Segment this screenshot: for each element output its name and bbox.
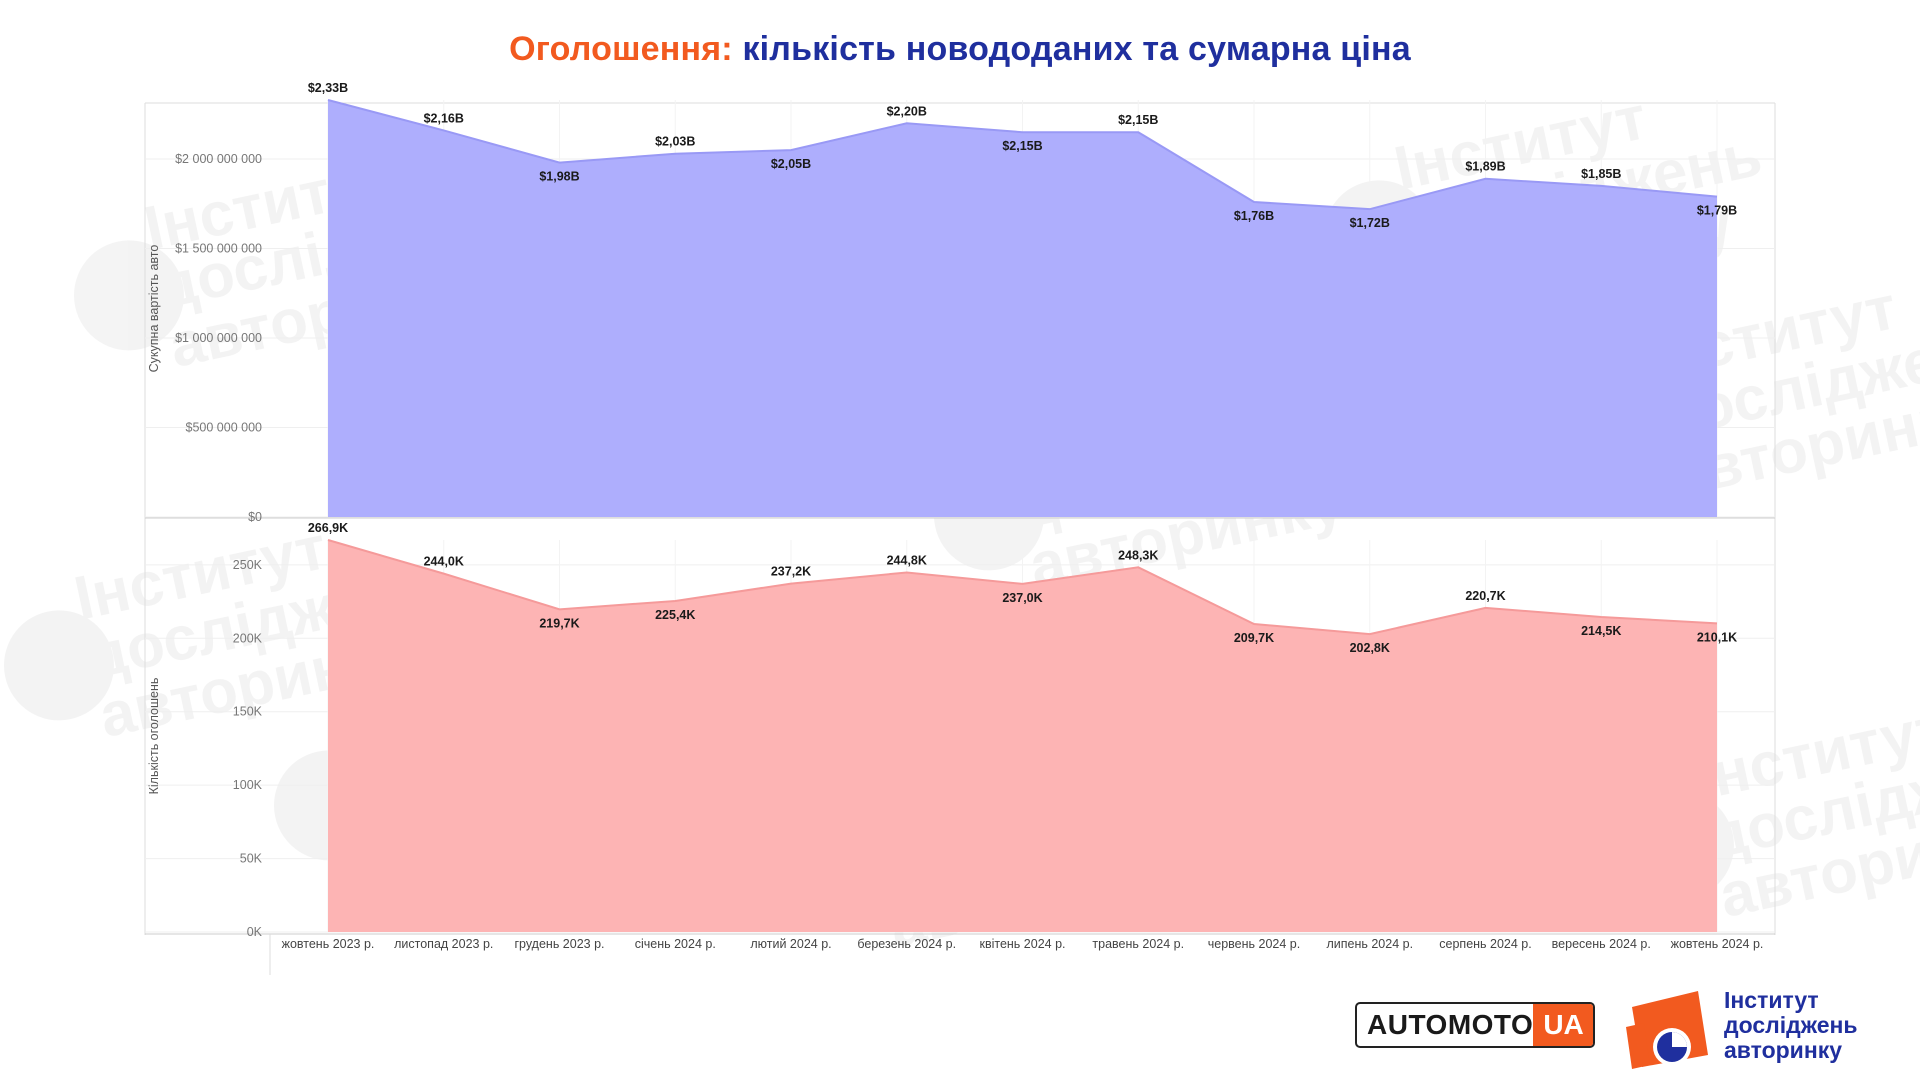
panel-listing-count: 0K 50K 100K 150K 200K 250K 266,9K 244,0K 219,7K 2… <box>145 521 1775 939</box>
x-tick-label: грудень 2023 р. <box>514 937 604 951</box>
data-label: 237,2K <box>771 565 811 579</box>
data-label: 244,0K <box>424 555 464 569</box>
data-label: 210,1K <box>1697 630 1737 644</box>
x-tick-label: серпень 2024 р. <box>1439 937 1531 951</box>
data-label: $2,16B <box>424 111 464 125</box>
y-tick-label: 100K <box>233 778 263 792</box>
data-label: $1,98B <box>539 170 579 184</box>
x-tick-label: листопад 2023 р. <box>394 937 493 951</box>
data-label: $2,33B <box>308 81 348 95</box>
x-tick-label: квітень 2024 р. <box>979 937 1065 951</box>
institute-logo-line-2: досліджень <box>1724 1012 1858 1038</box>
y-tick-label: 0K <box>247 925 263 939</box>
data-label: 219,7K <box>539 616 579 630</box>
data-label: 266,9K <box>308 521 348 535</box>
data-label: 220,7K <box>1465 589 1505 603</box>
automoto-logo-ua: UA <box>1533 1004 1593 1046</box>
y-tick-label: $0 <box>248 510 262 524</box>
area-series <box>328 100 1717 517</box>
data-label: 237,0K <box>1002 591 1042 605</box>
data-label: 244,8K <box>887 553 927 567</box>
data-label: $1,89B <box>1465 160 1505 174</box>
area-series-line <box>327 99 1718 211</box>
panel-total-value: $0 $500 000 000 $1 000 000 000 $1 500 000 0… <box>145 81 1775 524</box>
chart-title: Оголошення: кількість новододаних та сум… <box>0 30 1920 69</box>
x-tick-label: вересень 2024 р. <box>1552 937 1651 951</box>
data-label: $2,15B <box>1118 113 1158 127</box>
data-label: $2,05B <box>771 157 811 171</box>
data-label: $1,85B <box>1581 167 1621 181</box>
data-label: 209,7K <box>1234 631 1274 645</box>
x-tick-label: січень 2024 р. <box>635 937 716 951</box>
y-axis-label: Кількість оголошень <box>147 678 161 795</box>
data-label: 248,3K <box>1118 548 1158 562</box>
chart-frame <box>144 102 1776 975</box>
y-tick-label: 150K <box>233 705 263 719</box>
data-label: $1,72B <box>1350 216 1390 230</box>
y-tick-label: 50K <box>240 852 263 866</box>
automoto-logo-text: AUTOMOTO <box>1367 1009 1534 1040</box>
title-part-2: кількість новододаних та сумарна ціна <box>742 30 1411 68</box>
y-tick-label: 250K <box>233 558 263 572</box>
data-label: $2,20B <box>887 104 927 118</box>
data-label: 225,4K <box>655 608 695 622</box>
data-label: $1,76B <box>1234 209 1274 223</box>
data-label: $1,79B <box>1697 204 1737 218</box>
title-part-1: Оголошення: <box>509 30 733 68</box>
institute-logo-text: Інститут досліджень авторинку <box>1724 988 1858 1063</box>
data-label: 214,5K <box>1581 624 1621 638</box>
x-tick-label: травень 2024 р. <box>1092 937 1184 951</box>
automoto-ua-logo: AUTOMOTO UA <box>1355 1002 1595 1048</box>
institute-logo-line-3: авторинку <box>1724 1037 1843 1063</box>
institute-logo-line-1: Інститут <box>1724 987 1819 1013</box>
x-tick-label: липень 2024 р. <box>1326 937 1413 951</box>
y-tick-label: $2 000 000 000 <box>175 152 262 166</box>
y-tick-label: $1 500 000 000 <box>175 242 262 256</box>
institute-logo-icon <box>1626 991 1708 1069</box>
area-series <box>328 540 1717 932</box>
x-tick-label: червень 2024 р. <box>1208 937 1300 951</box>
x-tick-label: жовтень 2024 р. <box>1671 937 1764 951</box>
data-label: 202,8K <box>1350 641 1390 655</box>
y-axis-label: Сукупна вартість авто <box>147 245 161 373</box>
area-series-line <box>327 539 1718 636</box>
data-label: $2,15B <box>1002 139 1042 153</box>
x-tick-label: жовтень 2023 р. <box>282 937 375 951</box>
y-tick-label: $500 000 000 <box>186 421 263 435</box>
y-tick-label: 200K <box>233 631 263 645</box>
x-tick-label: лютий 2024 р. <box>750 937 831 951</box>
x-tick-label: березень 2024 р. <box>857 937 956 951</box>
data-label: $2,03B <box>655 135 695 149</box>
y-tick-label: $1 000 000 000 <box>175 331 262 345</box>
x-axis: жовтень 2023 р. листопад 2023 р. грудень 2… <box>282 937 1764 951</box>
